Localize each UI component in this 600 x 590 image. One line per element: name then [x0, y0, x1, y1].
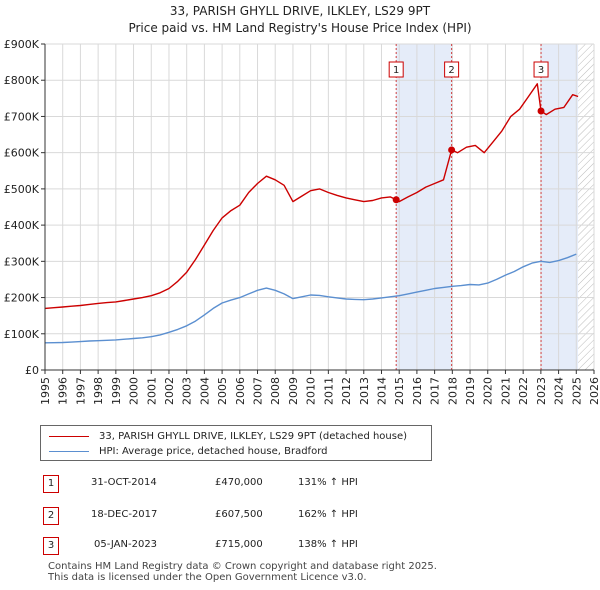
x-tick-label: 2007 — [252, 377, 265, 405]
sale-2-point — [448, 146, 456, 154]
x-tick-label: 2002 — [163, 377, 176, 405]
x-tick-label: 1997 — [74, 377, 87, 405]
legend-swatch-property — [49, 435, 89, 437]
sale-1-marker-box — [388, 61, 404, 78]
footer-copyright: Contains HM Land Registry data © Crown c… — [48, 561, 437, 572]
y-tick-label: £600K — [4, 147, 40, 160]
x-tick-label: 2018 — [446, 377, 459, 405]
x-tick-label: 2023 — [535, 377, 548, 405]
sale-price: £715,000 — [215, 539, 263, 550]
forecast-hatch — [578, 44, 594, 370]
x-tick-label: 1998 — [92, 377, 105, 405]
sale-hpi-change: 162% ↑ HPI — [298, 509, 358, 520]
legend-item-hpi: HPI: Average price, detached house, Brad… — [49, 444, 327, 458]
y-tick-label: £700K — [4, 110, 40, 123]
x-tick-label: 2012 — [340, 377, 353, 405]
legend-label-hpi: HPI: Average price, detached house, Brad… — [99, 445, 328, 457]
sale-3-marker-label: 3 — [538, 65, 544, 76]
sale-1-point — [392, 196, 400, 204]
x-tick-label: 1999 — [110, 377, 123, 405]
legend-swatch-hpi — [49, 450, 89, 452]
footer: Contains HM Land Registry data © Crown c… — [48, 561, 437, 583]
legend-item-property: 33, PARISH GHYLL DRIVE, ILKLEY, LS29 9PT… — [49, 429, 407, 443]
y-tick-label: £900K — [4, 38, 40, 51]
x-tick-label: 2006 — [234, 377, 247, 405]
sale-date: 18-DEC-2017 — [91, 509, 158, 520]
x-tick-label: 2024 — [553, 377, 566, 405]
x-tick-label: 2000 — [128, 377, 141, 405]
footer-license: This data is licensed under the Open Gov… — [48, 572, 367, 583]
y-tick-label: £800K — [4, 74, 40, 87]
x-tick-label: 2017 — [429, 377, 442, 405]
shaded-range-1 — [396, 44, 452, 370]
x-tick-label: 2015 — [393, 377, 406, 405]
sale-2-marker-label: 2 — [448, 65, 454, 76]
sale-hpi-change: 138% ↑ HPI — [298, 539, 358, 550]
x-tick-label: 2008 — [269, 377, 282, 405]
y-tick-label: £200K — [4, 292, 40, 305]
y-tick-label: £100K — [4, 328, 40, 341]
y-tick-label: £400K — [4, 219, 40, 232]
sale-date: 05-JAN-2023 — [94, 539, 158, 550]
sale-number-badge: 2 — [43, 507, 59, 525]
sale-hpi-change: 131% ↑ HPI — [298, 477, 358, 488]
x-tick-label: 2020 — [482, 377, 495, 405]
sale-price: £470,000 — [215, 477, 263, 488]
x-tick-label: 2014 — [375, 377, 388, 405]
x-tick-label: 2026 — [588, 377, 600, 405]
x-tick-label: 2025 — [570, 377, 583, 405]
legend-label-property: 33, PARISH GHYLL DRIVE, ILKLEY, LS29 9PT… — [99, 430, 408, 442]
sale-3-marker-box — [533, 61, 549, 78]
y-tick-label: £0 — [25, 364, 39, 377]
x-tick-label: 2011 — [322, 377, 335, 405]
series-line-property — [44, 83, 579, 310]
sale-price: £607,500 — [215, 509, 263, 520]
x-tick-label: 2022 — [517, 377, 530, 405]
sale-number-badge: 1 — [43, 475, 59, 493]
chart-svg: 1 2 3 £0 £100K £200K £300K £400K £500K £600K £700… — [4, 38, 600, 405]
chart-title: 33, PARISH GHYLL DRIVE, ILKLEY, LS29 9PT — [169, 4, 431, 18]
x-tick-label: 2009 — [287, 377, 300, 405]
x-tick-label: 1996 — [57, 377, 70, 405]
x-tick-label: 2010 — [305, 377, 318, 405]
x-tick-label: 2001 — [145, 377, 158, 405]
y-tick-label: £500K — [4, 183, 40, 196]
sale-date: 31-OCT-2014 — [91, 477, 157, 488]
x-tick-label: 2003 — [181, 377, 194, 405]
sale-3-point — [537, 107, 545, 115]
sale-2-marker-box — [444, 61, 460, 78]
x-tick-label: 1995 — [39, 377, 52, 405]
x-tick-label: 2019 — [464, 377, 477, 405]
x-tick-label: 2021 — [499, 377, 512, 405]
sale-number-badge: 3 — [43, 537, 59, 555]
x-tick-label: 2005 — [216, 377, 229, 405]
series-line-hpi — [44, 253, 577, 344]
chart-subtitle: Price paid vs. HM Land Registry's House … — [128, 21, 472, 35]
shaded-range-2 — [541, 44, 579, 370]
x-tick-label: 2004 — [198, 377, 211, 405]
sale-1-marker-label: 1 — [393, 65, 399, 76]
legend: 33, PARISH GHYLL DRIVE, ILKLEY, LS29 9PT… — [40, 425, 432, 461]
plot-area — [45, 44, 594, 370]
y-tick-label: £300K — [4, 255, 40, 268]
x-tick-label: 2013 — [358, 377, 371, 405]
x-tick-label: 2016 — [411, 377, 424, 405]
